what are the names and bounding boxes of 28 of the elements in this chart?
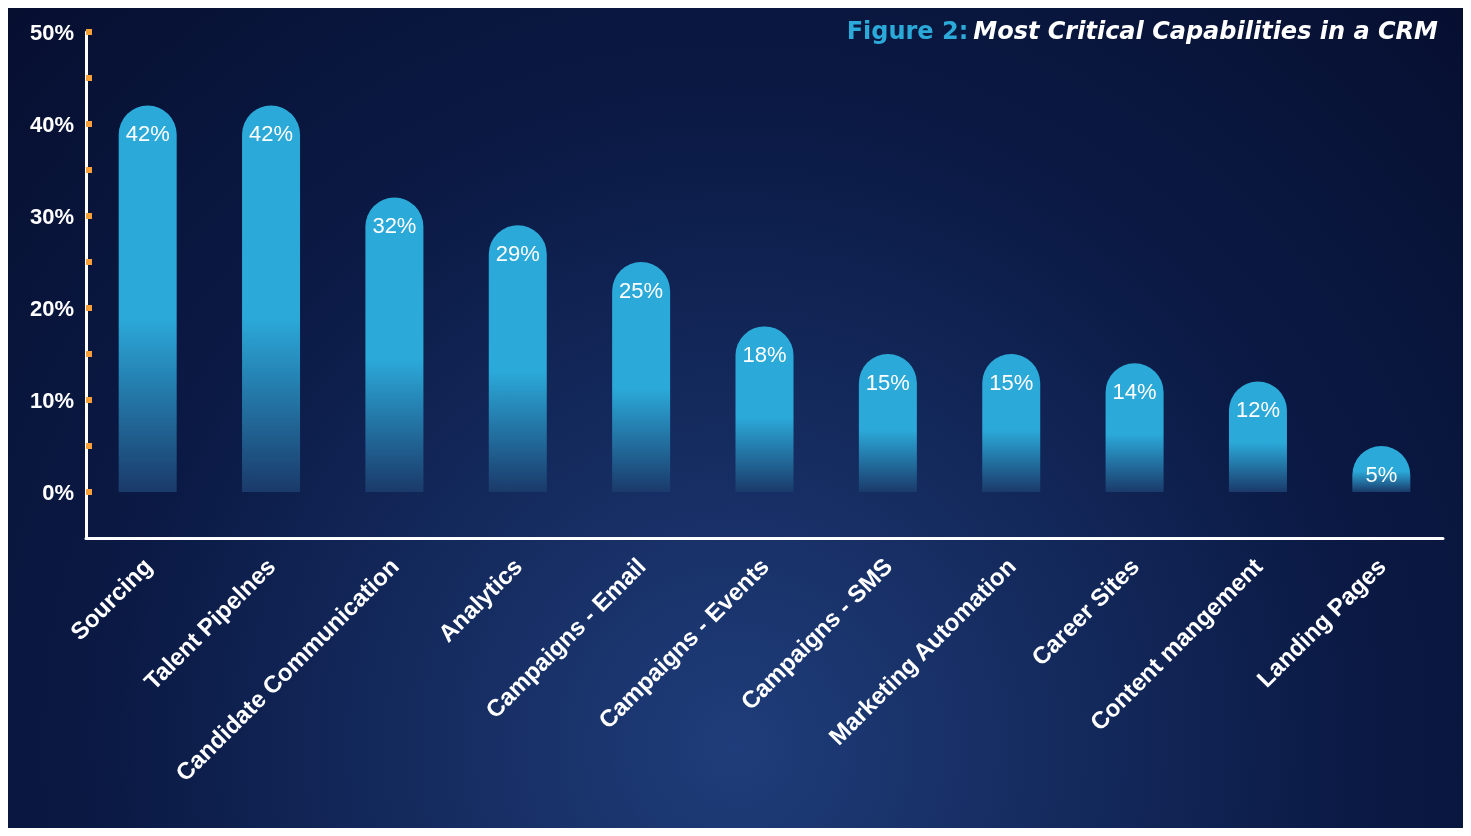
y-tick-label: 0% xyxy=(42,479,74,505)
y-tick-label: 40% xyxy=(29,111,74,137)
bar xyxy=(858,354,917,492)
data-label: 14% xyxy=(1112,378,1157,404)
bar xyxy=(488,225,547,492)
data-label: 32% xyxy=(372,213,417,239)
y-tick-label: 50% xyxy=(29,19,74,45)
bar xyxy=(365,197,424,492)
data-label: 25% xyxy=(619,277,664,303)
data-label: 29% xyxy=(495,240,540,266)
data-label: 12% xyxy=(1235,397,1280,423)
bar xyxy=(982,354,1041,492)
bar xyxy=(242,105,301,492)
data-label: 15% xyxy=(865,369,910,395)
data-label: 18% xyxy=(742,341,787,367)
data-label: 15% xyxy=(989,369,1034,395)
bar xyxy=(1228,381,1287,492)
chart-title: Figure 2: Most Critical Capabilities in a CRM xyxy=(846,17,1439,45)
y-tick-label: 20% xyxy=(29,295,74,321)
y-tick-label: 30% xyxy=(29,203,74,229)
bar xyxy=(118,105,177,492)
data-label: 42% xyxy=(125,121,170,147)
data-label: 42% xyxy=(249,121,294,147)
bar xyxy=(612,262,671,492)
bar xyxy=(735,326,794,492)
data-label: 5% xyxy=(1365,461,1398,487)
y-tick-label: 10% xyxy=(29,387,74,413)
bar xyxy=(1105,363,1164,492)
